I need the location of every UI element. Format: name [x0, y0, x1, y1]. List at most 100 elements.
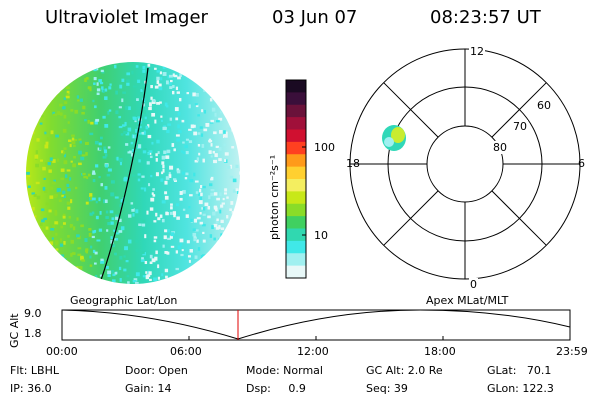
polar-label-12: 12: [469, 45, 485, 58]
globe-pixel: [182, 141, 185, 144]
info-door: Door: Open: [125, 364, 188, 377]
globe-pixel: [105, 265, 109, 269]
globe-pixel: [60, 112, 63, 116]
globe-disk: [26, 62, 240, 284]
globe-pixel: [66, 169, 71, 172]
globe-pixel: [45, 202, 49, 206]
globe-pixel: [59, 238, 63, 242]
colorbar-block: [286, 179, 306, 192]
globe-pixel: [194, 103, 198, 106]
globe-pixel: [223, 131, 228, 135]
globe-pixel: [79, 140, 82, 144]
globe-pixel: [39, 269, 43, 272]
globe-pixel: [202, 239, 206, 243]
globe-pixel: [188, 104, 191, 109]
globe-pixel: [66, 90, 70, 95]
globe-pixel: [208, 74, 212, 79]
globe-pixel: [95, 274, 98, 279]
globe-pixel: [199, 211, 202, 215]
globe-pixel: [222, 134, 226, 139]
globe-pixel: [182, 208, 186, 211]
globe-pixel: [91, 63, 95, 67]
globe-pixel: [149, 155, 153, 159]
globe-pixel: [120, 158, 123, 162]
globe-pixel: [74, 139, 78, 142]
globe-pixel: [27, 91, 31, 94]
globe-pixel: [42, 91, 47, 95]
globe-pixel: [68, 215, 71, 219]
globe-pixel: [148, 183, 151, 187]
globe-pixel: [92, 170, 96, 174]
globe-pixel: [193, 172, 196, 177]
globe-pixel: [88, 232, 92, 237]
globe-pixel: [90, 121, 94, 125]
globe-pixel: [172, 178, 177, 181]
globe-pixel: [226, 88, 229, 92]
globe-pixel: [149, 278, 152, 281]
globe-pixel: [110, 180, 115, 184]
globe-pixel: [227, 127, 231, 130]
colorbar-blocks: [286, 80, 306, 279]
globe-pixel: [215, 120, 220, 123]
globe-pixel: [203, 128, 208, 132]
globe-pixel: [239, 231, 240, 234]
globe-pixel: [158, 83, 162, 87]
globe-pixel: [119, 84, 123, 89]
globe-pixel: [108, 109, 112, 112]
globe-pixel: [85, 248, 89, 251]
globe-pixel: [229, 175, 234, 179]
globe-pixel: [219, 192, 222, 197]
globe-pixel: [123, 255, 126, 258]
globe-pixel: [188, 73, 191, 77]
globe-pixel: [199, 196, 203, 201]
info-glon: GLon: 122.3: [487, 382, 554, 395]
uv-globe-image: [26, 62, 240, 284]
globe-pixel: [155, 212, 158, 217]
globe-pixel: [142, 150, 147, 154]
globe-pixel: [148, 150, 153, 153]
globe-pixel: [45, 261, 49, 266]
globe-pixel: [197, 144, 201, 147]
globe-pixel: [118, 106, 122, 109]
globe-pixel: [49, 70, 54, 73]
track-left-label: Geographic Lat/Lon: [70, 294, 178, 307]
globe-pixel: [173, 74, 178, 78]
globe-pixel: [107, 110, 110, 115]
globe-pixel: [156, 76, 160, 81]
globe-pixel: [51, 96, 55, 99]
globe-pixel: [104, 153, 108, 157]
globe-pixel: [45, 141, 49, 145]
globe-pixel: [238, 225, 240, 229]
globe-pixel: [107, 274, 111, 278]
globe-pixel: [117, 218, 122, 223]
globe-pixel: [194, 218, 198, 223]
globe-pixel: [43, 217, 48, 221]
globe-pixel: [218, 225, 221, 230]
globe-pixel: [31, 131, 35, 135]
globe-pixel: [213, 223, 218, 228]
globe-pixel: [226, 196, 229, 199]
globe-pixel: [119, 278, 122, 282]
globe-pixel: [35, 83, 39, 86]
globe-pixel: [171, 62, 175, 66]
globe-pixel: [77, 235, 81, 240]
globe-pixel: [119, 255, 123, 260]
globe-pixel: [153, 220, 157, 223]
globe-pixel: [208, 195, 211, 200]
globe-pixel: [182, 151, 186, 154]
globe-pixel: [151, 258, 156, 263]
globe-pixel: [147, 63, 151, 67]
globe-pixel: [63, 195, 67, 198]
globe-pixel: [231, 211, 235, 214]
globe-pixel: [84, 78, 87, 83]
globe-pixel: [118, 266, 122, 271]
globe-pixel: [149, 103, 152, 107]
globe-pixel: [218, 71, 222, 75]
globe-pixel: [151, 141, 154, 145]
globe-pixel: [170, 79, 173, 83]
globe-pixel: [126, 82, 130, 86]
globe-pixel: [192, 92, 196, 97]
globe-pixel: [124, 121, 127, 126]
globe-pixel: [57, 158, 60, 162]
globe-pixel: [220, 277, 223, 282]
